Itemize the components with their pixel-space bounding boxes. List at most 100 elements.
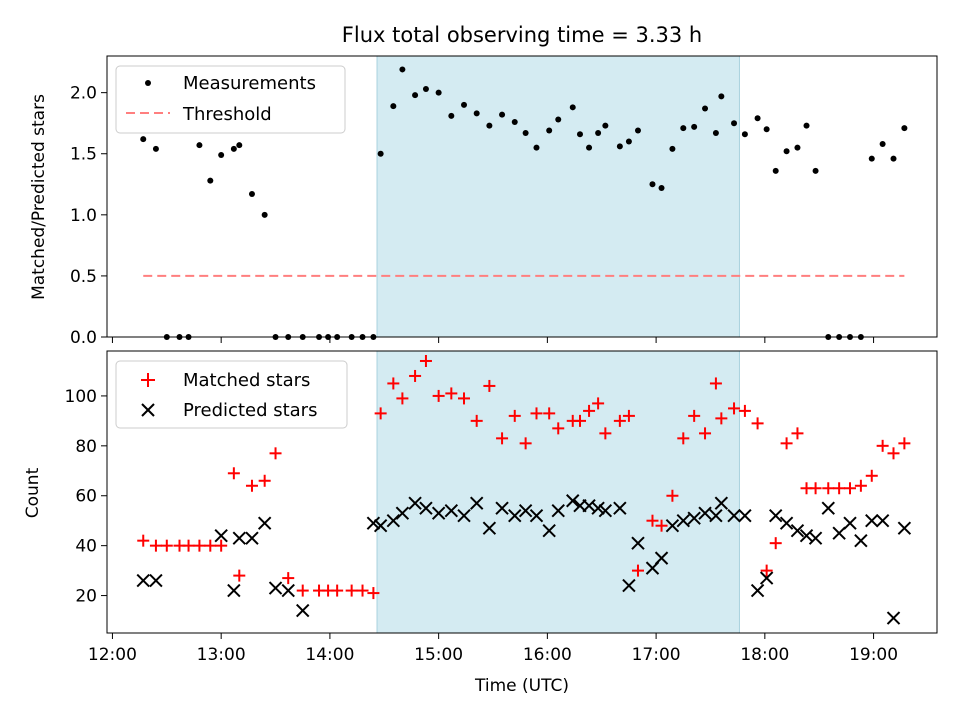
- bottom-y-axis-label: Count: [23, 467, 43, 518]
- matched-star-point: [458, 392, 471, 405]
- matched-star-point: [715, 412, 728, 425]
- measurement-point: [522, 129, 529, 136]
- matched-star-point: [622, 409, 635, 422]
- measurement-point: [712, 129, 719, 136]
- matched-star-point: [160, 539, 173, 552]
- matched-star-point: [269, 447, 282, 460]
- x-axis-label: Time (UTC): [474, 676, 569, 696]
- measurement-point: [448, 112, 455, 119]
- matched-star-point: [688, 409, 701, 422]
- matched-star-point: [833, 482, 846, 495]
- predicted-star-point: [518, 504, 533, 518]
- predicted-star-point: [676, 513, 690, 528]
- top-legend-box: [115, 65, 346, 134]
- predicted-star-point: [419, 501, 433, 515]
- matched-star-point: [876, 439, 889, 452]
- matched-star-point: [646, 514, 659, 527]
- matched-star-point: [193, 539, 206, 552]
- matched-star-point: [751, 417, 764, 430]
- predicted-star-point: [482, 521, 497, 535]
- matched-star-point: [508, 409, 521, 422]
- predicted-star-point: [386, 513, 401, 528]
- matched-star-point: [233, 569, 246, 582]
- predicted-star-point: [808, 531, 823, 545]
- measurement-point: [412, 92, 419, 99]
- measurement-point: [576, 131, 583, 138]
- matched-star-point: [245, 479, 258, 492]
- measurement-point: [586, 144, 593, 151]
- matched-star-point: [387, 377, 400, 390]
- measurement-point: [702, 105, 709, 112]
- top-x-axis-ticks: [111, 337, 875, 343]
- predicted-star-point: [790, 523, 805, 538]
- matched-star-point: [887, 447, 900, 460]
- predicted-star-point: [622, 578, 636, 593]
- predicted-star-point: [214, 528, 228, 543]
- measurement-point: [461, 101, 468, 108]
- matched-star-point: [215, 539, 228, 552]
- matched-star-point: [331, 584, 344, 597]
- measurement-point: [140, 136, 147, 143]
- measurement-point: [901, 125, 908, 132]
- matched-star-point: [470, 414, 483, 427]
- x-tick-label: 15:00: [414, 645, 463, 665]
- predicted-star-point: [566, 494, 580, 508]
- y-tick-label: 0.0: [70, 328, 97, 348]
- legend-predicted-marker: [141, 403, 155, 417]
- top-shaded-interval: [376, 55, 740, 338]
- predicted-star-point: [665, 518, 680, 533]
- top-panel: 0.0 0.5 1.0 1.5 2.0 Flux total observing tim…: [29, 23, 938, 348]
- measurement-point: [261, 211, 268, 218]
- matched-star-point: [854, 479, 867, 492]
- x-tick-label: 19:00: [849, 645, 898, 665]
- legend-matched-label: Matched stars: [183, 370, 310, 391]
- legend-threshold-label: Threshold: [182, 104, 272, 125]
- predicted-star-point: [687, 511, 701, 525]
- matched-star-point: [374, 407, 387, 420]
- measurement-point: [763, 126, 770, 133]
- predicted-star-point: [799, 528, 814, 543]
- predicted-star-point: [268, 581, 283, 595]
- predicted-star-point: [149, 573, 163, 588]
- y-tick-label: 60: [75, 487, 97, 507]
- predicted-star-point: [897, 521, 912, 535]
- predicted-star-point: [408, 496, 422, 510]
- measurement-point: [377, 150, 384, 157]
- measurement-point: [868, 155, 875, 162]
- predicted-star-point: [854, 533, 868, 548]
- predicted-star-point: [709, 509, 723, 523]
- measurement-point: [680, 125, 687, 132]
- predicted-star-point: [529, 509, 544, 523]
- matched-star-point: [356, 584, 369, 597]
- predicted-star-point: [542, 523, 556, 538]
- matched-star-point: [445, 387, 458, 400]
- bottom-y-axis-ticks: 20 40 60 80 100: [65, 387, 107, 607]
- matched-star-point: [583, 404, 596, 417]
- matched-star-point: [483, 379, 496, 392]
- predicted-star-point: [598, 504, 613, 518]
- predicted-star-point: [395, 506, 410, 520]
- measurement-point: [616, 143, 623, 150]
- measurement-point: [602, 122, 609, 129]
- measurement-point: [569, 104, 576, 111]
- matched-star-point: [543, 407, 556, 420]
- matched-star-point: [592, 397, 605, 410]
- matched-star-point: [419, 354, 432, 367]
- matched-star-point: [791, 427, 804, 440]
- measurement-point: [812, 167, 819, 174]
- matched-star-point: [699, 427, 712, 440]
- predicted-star-point: [654, 551, 669, 565]
- matched-star-point: [738, 404, 751, 417]
- matched-star-point: [204, 539, 217, 552]
- predicted-star-point: [886, 611, 901, 625]
- measurement-point: [731, 120, 738, 127]
- predicted-star-point: [727, 509, 741, 523]
- bottom-panel: 20 40 60 80 100 12:00 13:00 14:00 15:00 16:00 17:…: [23, 350, 938, 696]
- measurement-point: [399, 66, 406, 73]
- x-tick-label: 18:00: [740, 645, 789, 665]
- measurement-point: [649, 181, 656, 188]
- measurement-point: [783, 148, 790, 155]
- predicted-star-point: [769, 509, 783, 523]
- measurement-point: [555, 116, 562, 123]
